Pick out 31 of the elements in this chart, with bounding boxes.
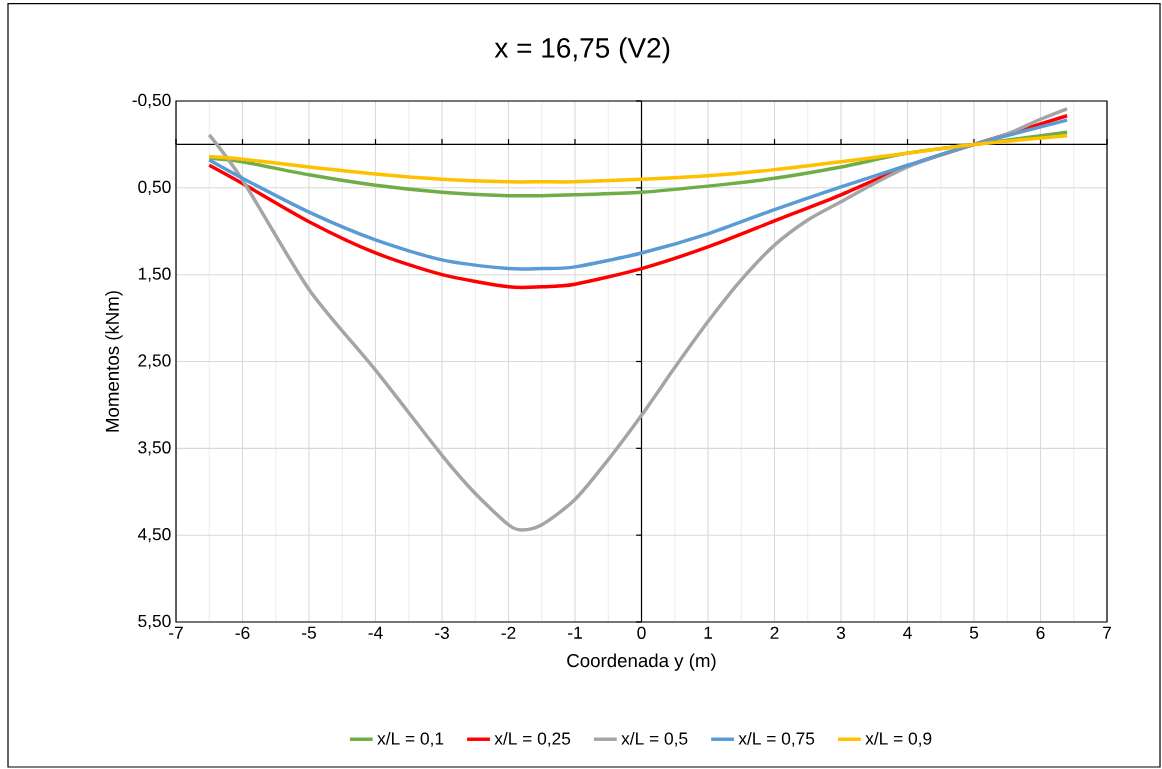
x-tick-label: 5 [969, 626, 979, 639]
y-axis-title: Momentos (kNm) [105, 291, 123, 432]
line-series [207, 134, 1069, 184]
chart-title: x = 16,75 (V2) [494, 37, 670, 64]
y-tick-label: -0,50 [132, 93, 171, 109]
y-tick-label: 2,50 [138, 354, 171, 369]
x-tick-label: -4 [368, 626, 383, 639]
x-tick-label: 6 [1036, 626, 1045, 639]
legend-label: x/L = 0,1 [377, 731, 444, 747]
x-tick-label: -5 [302, 626, 316, 639]
legend-label: x/L = 0,5 [621, 731, 688, 747]
x-tick-label: -2 [501, 626, 516, 639]
x-tick-label: 1 [704, 626, 712, 639]
y-tick-label: 4,50 [137, 528, 171, 543]
x-tick-label: -7 [169, 626, 183, 639]
y-tick-label: 1,50 [138, 267, 171, 282]
legend-label: x/L = 0,9 [865, 731, 932, 747]
x-tick-label: 3 [836, 626, 846, 639]
y-tick-label: 5,50 [138, 614, 171, 630]
x-tick-label: -1 [568, 626, 582, 639]
y-tick-label: 0,50 [138, 180, 171, 195]
x-tick-label: 4 [903, 626, 912, 639]
x-tick-label: 2 [770, 626, 779, 639]
x-tick-label: 7 [1103, 626, 1111, 639]
legend-label: x/L = 0,75 [738, 731, 815, 747]
x-tick-label: -3 [435, 626, 449, 639]
x-tick-label: 0 [637, 626, 646, 639]
y-tick-label: 3,50 [138, 441, 171, 456]
legend-label: x/L = 0,25 [494, 731, 571, 747]
x-tick-label: -6 [235, 626, 250, 639]
x-axis-title: Coordenada y (m) [567, 653, 716, 671]
